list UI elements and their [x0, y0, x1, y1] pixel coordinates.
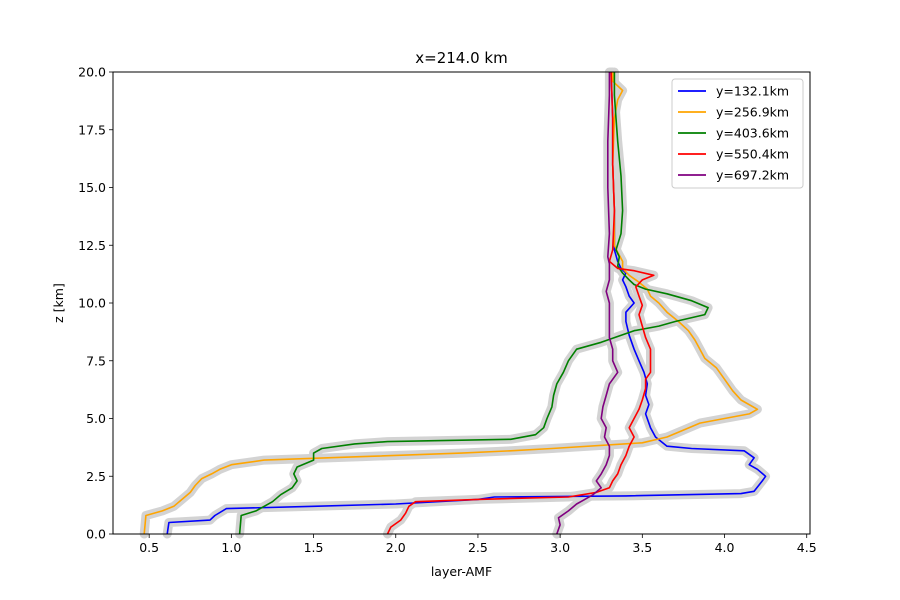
series-line-3: [238, 72, 709, 535]
legend-label: y=697.2km: [716, 168, 789, 183]
x-tick-label: 1.5: [304, 540, 324, 555]
y-tick-label: 7.5: [86, 353, 106, 368]
legend-label: y=256.9km: [716, 105, 789, 120]
y-tick-label: 20.0: [78, 65, 106, 80]
legend-box: [671, 78, 804, 189]
y-tick-label: 10.0: [78, 296, 106, 311]
legend-label: y=403.6km: [716, 126, 789, 141]
series-lines: [143, 71, 767, 535]
y-tick-label: 12.5: [78, 238, 106, 253]
legend: y=132.1km y=256.9km y=403.6km y=550.4km y=69…: [671, 78, 804, 189]
x-tick-label: 2.5: [468, 540, 488, 555]
x-tick-label: 2.0: [386, 540, 406, 555]
x-tick-label: 3.0: [550, 540, 570, 555]
y-axis-label: z [km]: [51, 283, 66, 323]
y-tick-label: 15.0: [78, 180, 106, 195]
x-tick-label: 3.5: [632, 540, 652, 555]
series-line-4: [386, 71, 655, 535]
x-tick-label: 0.5: [139, 540, 159, 555]
x-tick-label: 4.5: [797, 540, 817, 555]
y-tick-label: 0.0: [86, 527, 106, 542]
x-tick-label: 4.0: [715, 540, 735, 555]
y-tick-label: 2.5: [86, 469, 106, 484]
x-tick-label: 1.0: [221, 540, 241, 555]
series-line-5: [556, 72, 619, 535]
y-tick-label: 17.5: [78, 122, 106, 137]
x-axis: 0.5 1.0 1.5 2.0 2.5 3.0 3.5 4.0 4.5: [139, 534, 817, 555]
legend-label: y=550.4km: [716, 147, 789, 162]
chart-title: x=214.0 km: [415, 49, 507, 67]
legend-label: y=132.1km: [716, 84, 789, 99]
x-axis-label: layer-AMF: [431, 564, 492, 579]
y-axis: 0.0 2.5 5.0 7.5 10.0 12.5 15.0 17.5 20.0: [78, 65, 113, 542]
y-tick-label: 5.0: [86, 411, 106, 426]
